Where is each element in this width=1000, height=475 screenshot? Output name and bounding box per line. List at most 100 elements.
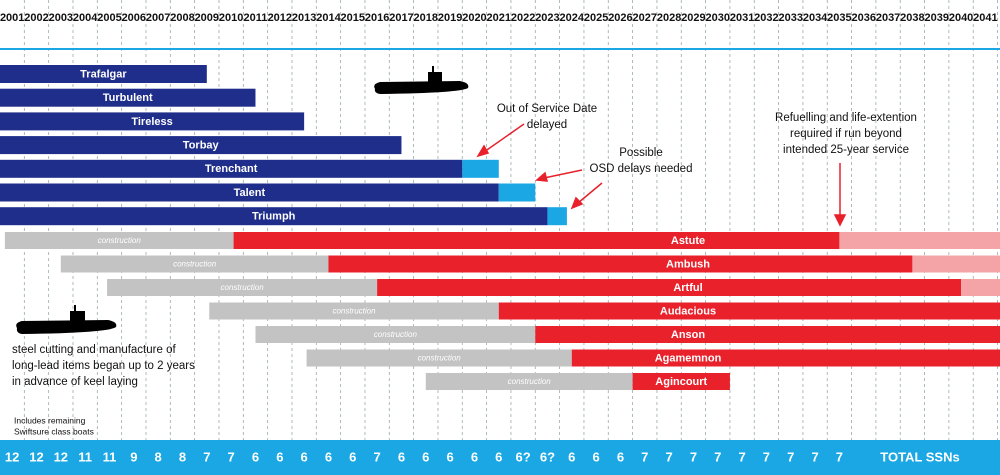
total-count: 6 <box>471 449 478 464</box>
year-label: 2013 <box>292 12 316 24</box>
boat-name: Trafalgar <box>80 68 127 80</box>
year-label: 2024 <box>560 12 585 24</box>
total-count: 6 <box>301 449 308 464</box>
total-count: 7 <box>374 449 381 464</box>
year-label: 2011 <box>244 12 268 24</box>
construction-label: construction <box>374 330 418 339</box>
totals-title: TOTAL SSNs <box>880 449 959 464</box>
total-count: 7 <box>811 449 818 464</box>
boat-name: Torbay <box>183 140 220 152</box>
total-count: 7 <box>763 449 770 464</box>
service-bar <box>0 136 402 155</box>
total-count: 12 <box>29 449 43 464</box>
delay-bar <box>498 183 536 202</box>
total-count: 6 <box>592 449 599 464</box>
total-count: 6 <box>617 449 624 464</box>
total-count: 7 <box>690 449 697 464</box>
total-count: 8 <box>155 449 162 464</box>
construction-label: construction <box>508 377 552 386</box>
year-label: 2017 <box>389 12 413 24</box>
year-label: 2038 <box>900 12 924 24</box>
service-bar <box>535 326 1000 343</box>
service-bar <box>328 255 913 273</box>
annotation: required if run beyond <box>790 128 902 140</box>
year-label: 2031 <box>730 12 754 24</box>
year-label: 2008 <box>170 12 194 24</box>
annotation: intended 25-year service <box>783 144 909 156</box>
service-bar <box>0 112 305 131</box>
total-count: 6 <box>422 449 429 464</box>
construction-label: construction <box>418 354 462 363</box>
year-label: 2040 <box>949 12 973 24</box>
boat-name: Talent <box>234 187 266 199</box>
year-label: 2009 <box>195 12 219 24</box>
total-count: 6? <box>540 449 555 464</box>
total-count: 6 <box>325 449 332 464</box>
extension-bar <box>912 255 1000 273</box>
annotations: Out of Service Date delayed Possible OSD de… <box>12 103 917 436</box>
year-label: 2019 <box>438 12 462 24</box>
total-count: 7 <box>714 449 721 464</box>
construction-bar <box>255 326 536 343</box>
total-count: 7 <box>203 449 210 464</box>
total-count: 6 <box>495 449 502 464</box>
year-label: 2015 <box>341 12 365 24</box>
annotation: Includes remaining <box>14 415 86 425</box>
year-label: 2004 <box>73 12 98 24</box>
year-label: 2025 <box>584 12 608 24</box>
service-bar <box>571 349 1000 367</box>
construction-bar <box>306 349 572 367</box>
construction-bar <box>4 232 234 249</box>
construction-label: construction <box>98 236 142 245</box>
year-label: 2003 <box>49 12 73 24</box>
year-label: 2032 <box>754 12 778 24</box>
total-count: 8 <box>179 449 186 464</box>
construction-label: construction <box>221 283 265 292</box>
year-label: 2018 <box>414 12 438 24</box>
service-bar <box>233 232 840 249</box>
total-count: 6 <box>252 449 259 464</box>
year-label: 2010 <box>219 12 243 24</box>
annotation: Possible <box>619 147 662 159</box>
arrows <box>476 123 847 227</box>
year-label: 2026 <box>608 12 632 24</box>
boat-name: Ambush <box>666 258 710 270</box>
total-count: 6? <box>516 449 531 464</box>
annotation: long-lead items began up to 2 years <box>12 360 195 372</box>
boat-name: Artful <box>673 282 702 294</box>
total-count: 12 <box>5 449 19 464</box>
total-count: 7 <box>665 449 672 464</box>
total-count: 6 <box>398 449 405 464</box>
total-count: 7 <box>738 449 745 464</box>
year-label: 2007 <box>146 12 170 24</box>
annotation: Swiftsure class boats <box>14 426 94 436</box>
boat-name: Agincourt <box>655 376 707 388</box>
boat-name: Tireless <box>131 116 172 128</box>
total-count: 7 <box>836 449 843 464</box>
marks: Trafalgar Turbulent Tireless Torbay Trenchan… <box>0 65 1000 464</box>
year-label: 2028 <box>657 12 681 24</box>
year-label: 2030 <box>706 12 730 24</box>
annotation: steel cutting and manufacture of <box>12 344 176 356</box>
total-count: 6 <box>276 449 283 464</box>
total-count: 11 <box>103 449 117 464</box>
delay-bar <box>462 159 499 178</box>
year-label: 2001 <box>0 12 24 24</box>
year-label: 2002 <box>24 12 48 24</box>
year-label: 2037 <box>876 12 900 24</box>
year-label: 2034 <box>803 12 828 24</box>
total-count: 12 <box>54 449 68 464</box>
year-label: 2005 <box>97 12 121 24</box>
year-label: 2021 <box>487 12 511 24</box>
extension-bar <box>961 279 1000 296</box>
year-label: 2041 <box>973 12 997 24</box>
total-count: 6 <box>568 449 575 464</box>
construction-label: construction <box>332 307 376 316</box>
boat-name: Audacious <box>660 305 716 317</box>
total-count: 7 <box>641 449 648 464</box>
year-label: 2016 <box>365 12 389 24</box>
year-label: 2023 <box>535 12 559 24</box>
year-label: 2012 <box>268 12 292 24</box>
total-count: 7 <box>787 449 794 464</box>
